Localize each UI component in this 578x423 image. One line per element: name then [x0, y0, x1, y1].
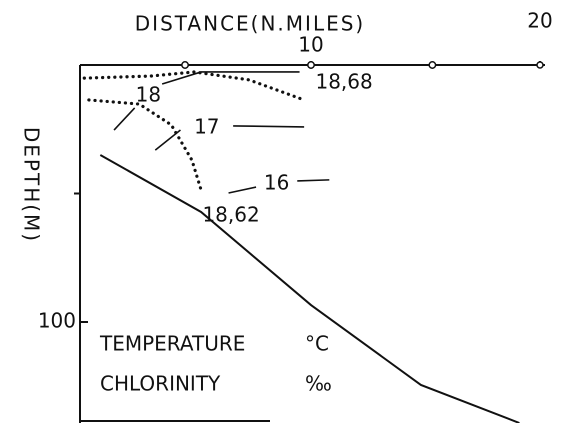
x-axis-title: DISTANCE(N.MILES): [135, 12, 365, 36]
bottom-profile: [99, 154, 520, 423]
isotherm-label: 18: [136, 82, 161, 106]
y-tick-label: 100: [38, 309, 76, 333]
station: [428, 61, 437, 69]
station: [307, 61, 315, 69]
x-tick-label: 20: [527, 9, 552, 33]
isohaline-label: 18,62: [202, 202, 259, 226]
isotherm: [228, 179, 330, 194]
x-tick-label: 10: [298, 33, 323, 57]
isohaline-label: 18,68: [315, 69, 372, 93]
isotherm-label: 17: [194, 114, 219, 138]
isohaline: [82, 70, 306, 102]
y-axis-title: DEPTH(M): [20, 127, 44, 243]
x-tick-dot: [536, 61, 544, 69]
station: [181, 61, 190, 69]
isotherm-label: 16: [264, 170, 289, 194]
legend-unit: ‰: [305, 372, 332, 396]
isohaline: [87, 98, 203, 192]
legend-label: TEMPERATURE: [99, 332, 245, 356]
legend-label: CHLORINITY: [100, 372, 221, 396]
legend-unit: °C: [305, 332, 329, 356]
